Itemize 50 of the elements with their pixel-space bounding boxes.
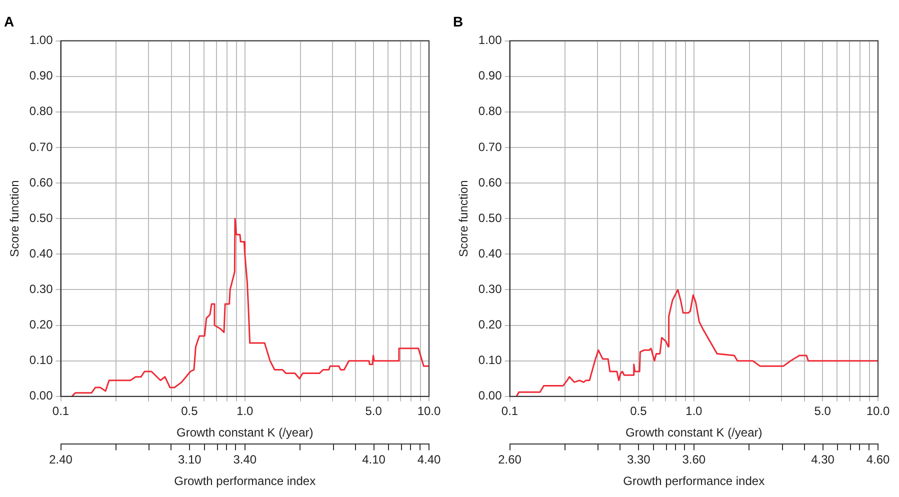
y-tick-label: 0.70 [29,140,54,154]
y-tick-label: 0.90 [478,68,502,83]
y-tick-label: 0.50 [478,210,502,225]
y-tick-label: 0.00 [29,388,54,403]
y-tick-label: 0.40 [29,246,54,260]
y-tick-label: 0.60 [478,175,502,190]
y-tick-label: 0.20 [478,318,502,332]
x-tick-label: 10.0 [417,404,441,418]
x-tick-label: 0.1 [52,404,70,418]
x-tick-label: 0.1 [501,404,518,418]
y-tick-label: 0.20 [29,318,54,332]
chart-title: B [453,13,464,30]
y-axis-title: Score function [456,180,471,257]
x2-tick-label: 2.40 [49,452,73,467]
x2-tick-label: 4.60 [866,452,890,467]
x-tick-label: 5.0 [814,404,832,418]
x2-tick-label: 2.60 [498,452,522,467]
y-tick-label: 0.30 [478,282,502,296]
y-tick-label: 0.80 [29,104,54,118]
x2-tick-label: 3.40 [233,452,257,467]
x-tick-label: 0.5 [181,404,198,418]
x-axis-title: Growth constant K (/year) [176,425,314,440]
y-tick-label: 0.70 [478,140,502,154]
chart-title: A [4,13,14,30]
y-tick-label: 0.80 [478,104,502,118]
y-tick-label: 1.00 [29,33,54,48]
y-tick-label: 0.90 [29,68,54,83]
y-tick-label: 0.10 [478,353,502,368]
x2-axis-title: Growth performance index [174,474,316,488]
x-tick-label: 1.0 [686,404,703,418]
y-tick-label: 0.60 [29,175,54,190]
x-tick-label: 5.0 [365,404,382,418]
y-tick-label: 0.50 [29,210,54,225]
y-tick-label: 1.00 [478,33,502,48]
x2-tick-label: 3.10 [178,452,202,467]
x2-axis-title: Growth performance index [623,474,765,488]
y-axis-title: Score function [8,180,22,257]
x2-tick-label: 4.10 [362,452,386,467]
y-tick-label: 0.40 [478,246,502,260]
x-tick-label: 0.5 [630,404,648,418]
x-tick-label: 10.0 [866,404,890,418]
y-tick-label: 0.30 [29,282,54,296]
x-axis-title: Growth constant K (/year) [626,425,762,440]
y-tick-label: 0.10 [29,353,54,368]
y-tick-label: 0.00 [478,388,502,403]
x2-tick-label: 3.30 [626,452,651,467]
x2-tick-label: 4.40 [417,452,441,467]
x2-tick-label: 3.60 [682,452,706,467]
x2-tick-label: 4.30 [811,452,835,467]
x-tick-label: 1.0 [236,404,254,418]
